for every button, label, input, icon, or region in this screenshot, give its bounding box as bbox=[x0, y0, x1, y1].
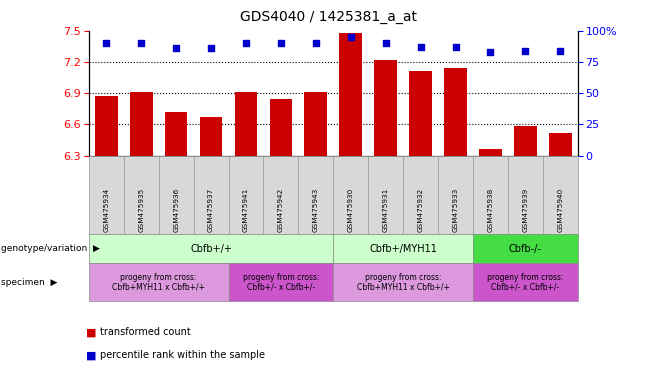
Bar bbox=[340, 33, 362, 156]
Text: Cbfb+/+: Cbfb+/+ bbox=[190, 243, 232, 254]
Bar bbox=[549, 132, 572, 156]
Text: GSM475936: GSM475936 bbox=[173, 188, 179, 232]
Point bbox=[380, 40, 391, 46]
Point bbox=[555, 48, 565, 54]
Text: GSM475940: GSM475940 bbox=[557, 188, 563, 232]
Text: GSM475930: GSM475930 bbox=[347, 188, 354, 232]
Text: GSM475937: GSM475937 bbox=[208, 188, 214, 232]
Point bbox=[276, 40, 286, 46]
Text: progeny from cross:
Cbfb+/- x Cbfb+/-: progeny from cross: Cbfb+/- x Cbfb+/- bbox=[487, 273, 564, 292]
Text: genotype/variation  ▶: genotype/variation ▶ bbox=[1, 244, 100, 253]
Point bbox=[485, 49, 495, 55]
Text: specimen  ▶: specimen ▶ bbox=[1, 278, 58, 287]
Bar bbox=[305, 92, 327, 156]
Point bbox=[206, 45, 216, 51]
Bar bbox=[409, 71, 432, 156]
Text: GSM475931: GSM475931 bbox=[383, 188, 389, 232]
Text: GSM475935: GSM475935 bbox=[138, 188, 144, 232]
Text: Cbfb+/MYH11: Cbfb+/MYH11 bbox=[369, 243, 437, 254]
Text: GSM475938: GSM475938 bbox=[488, 188, 494, 232]
Text: progeny from cross:
Cbfb+/- x Cbfb+/-: progeny from cross: Cbfb+/- x Cbfb+/- bbox=[243, 273, 319, 292]
Point bbox=[241, 40, 251, 46]
Text: GSM475943: GSM475943 bbox=[313, 188, 319, 232]
Text: ■: ■ bbox=[86, 327, 96, 337]
Text: progeny from cross:
Cbfb+MYH11 x Cbfb+/+: progeny from cross: Cbfb+MYH11 x Cbfb+/+ bbox=[112, 273, 205, 292]
Point bbox=[415, 44, 426, 50]
Point bbox=[520, 48, 530, 54]
Point bbox=[345, 34, 356, 40]
Text: GSM475932: GSM475932 bbox=[418, 188, 424, 232]
Text: GDS4040 / 1425381_a_at: GDS4040 / 1425381_a_at bbox=[241, 10, 417, 23]
Point bbox=[450, 44, 461, 50]
Text: GSM475942: GSM475942 bbox=[278, 188, 284, 232]
Text: Cbfb-/-: Cbfb-/- bbox=[509, 243, 542, 254]
Point bbox=[101, 40, 112, 46]
Bar bbox=[200, 117, 222, 156]
Bar bbox=[374, 60, 397, 156]
Text: progeny from cross:
Cbfb+MYH11 x Cbfb+/+: progeny from cross: Cbfb+MYH11 x Cbfb+/+ bbox=[357, 273, 449, 292]
Bar bbox=[270, 99, 292, 156]
Bar bbox=[164, 112, 188, 156]
Point bbox=[311, 40, 321, 46]
Text: ■: ■ bbox=[86, 350, 96, 360]
Text: GSM475933: GSM475933 bbox=[453, 188, 459, 232]
Point bbox=[171, 45, 182, 51]
Text: GSM475934: GSM475934 bbox=[103, 188, 109, 232]
Text: GSM475941: GSM475941 bbox=[243, 188, 249, 232]
Bar bbox=[514, 126, 537, 156]
Bar bbox=[444, 68, 467, 156]
Point bbox=[136, 40, 147, 46]
Bar bbox=[479, 149, 502, 156]
Text: GSM475939: GSM475939 bbox=[522, 188, 528, 232]
Bar bbox=[130, 92, 153, 156]
Bar bbox=[95, 96, 118, 156]
Text: percentile rank within the sample: percentile rank within the sample bbox=[100, 350, 265, 360]
Bar bbox=[235, 92, 257, 156]
Text: transformed count: transformed count bbox=[100, 327, 191, 337]
